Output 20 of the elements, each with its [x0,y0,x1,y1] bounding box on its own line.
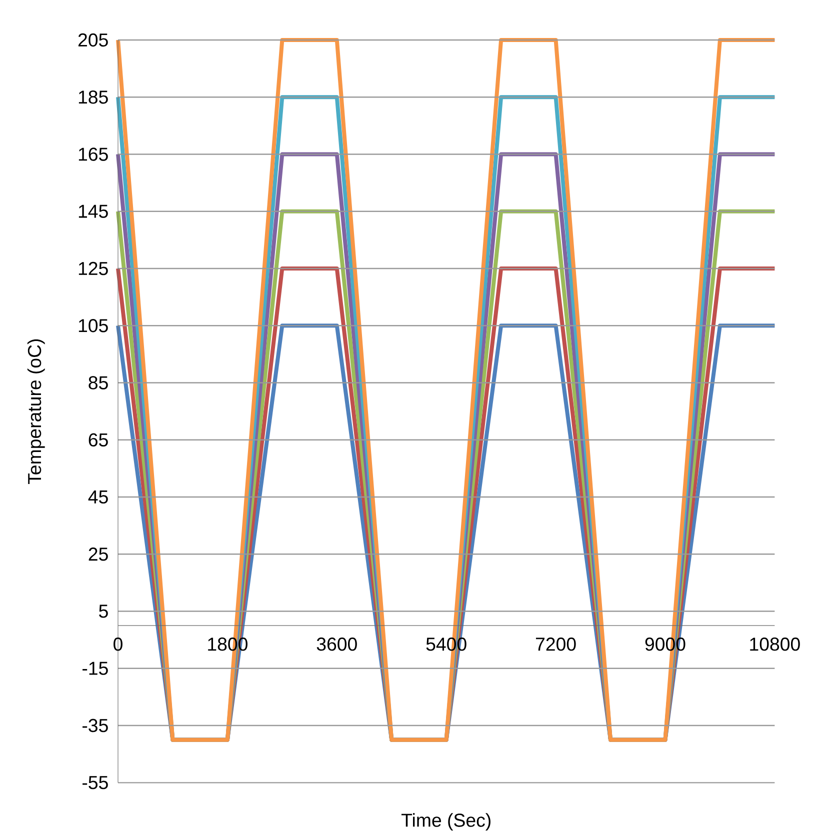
y-tick-label: 165 [78,148,108,161]
y-tick-label: 185 [78,90,108,104]
y-tick-label: -35 [82,718,108,732]
y-tick-label: 145 [78,204,108,218]
x-tick-label: 3600 [316,638,357,651]
x-tick-label: 7200 [536,638,576,651]
y-tick-label: 45 [88,490,108,504]
y-tick-label: 205 [78,33,108,47]
y-axis-title: Temperature (oC) [27,339,45,484]
y-tick-label: -15 [82,662,108,675]
y-tick-label: 105 [78,319,108,332]
y-tick-label: -55 [82,776,108,790]
y-tick-label: 85 [88,376,108,390]
x-tick-label: 10800 [750,638,800,651]
y-tick-label: 125 [78,262,108,276]
x-tick-label: 0 [114,638,122,651]
x-axis-title: Time (Sec) [401,813,490,831]
y-tick-label: 5 [99,604,108,618]
y-tick-label: 65 [88,433,108,447]
y-tick-label: 25 [88,548,108,561]
